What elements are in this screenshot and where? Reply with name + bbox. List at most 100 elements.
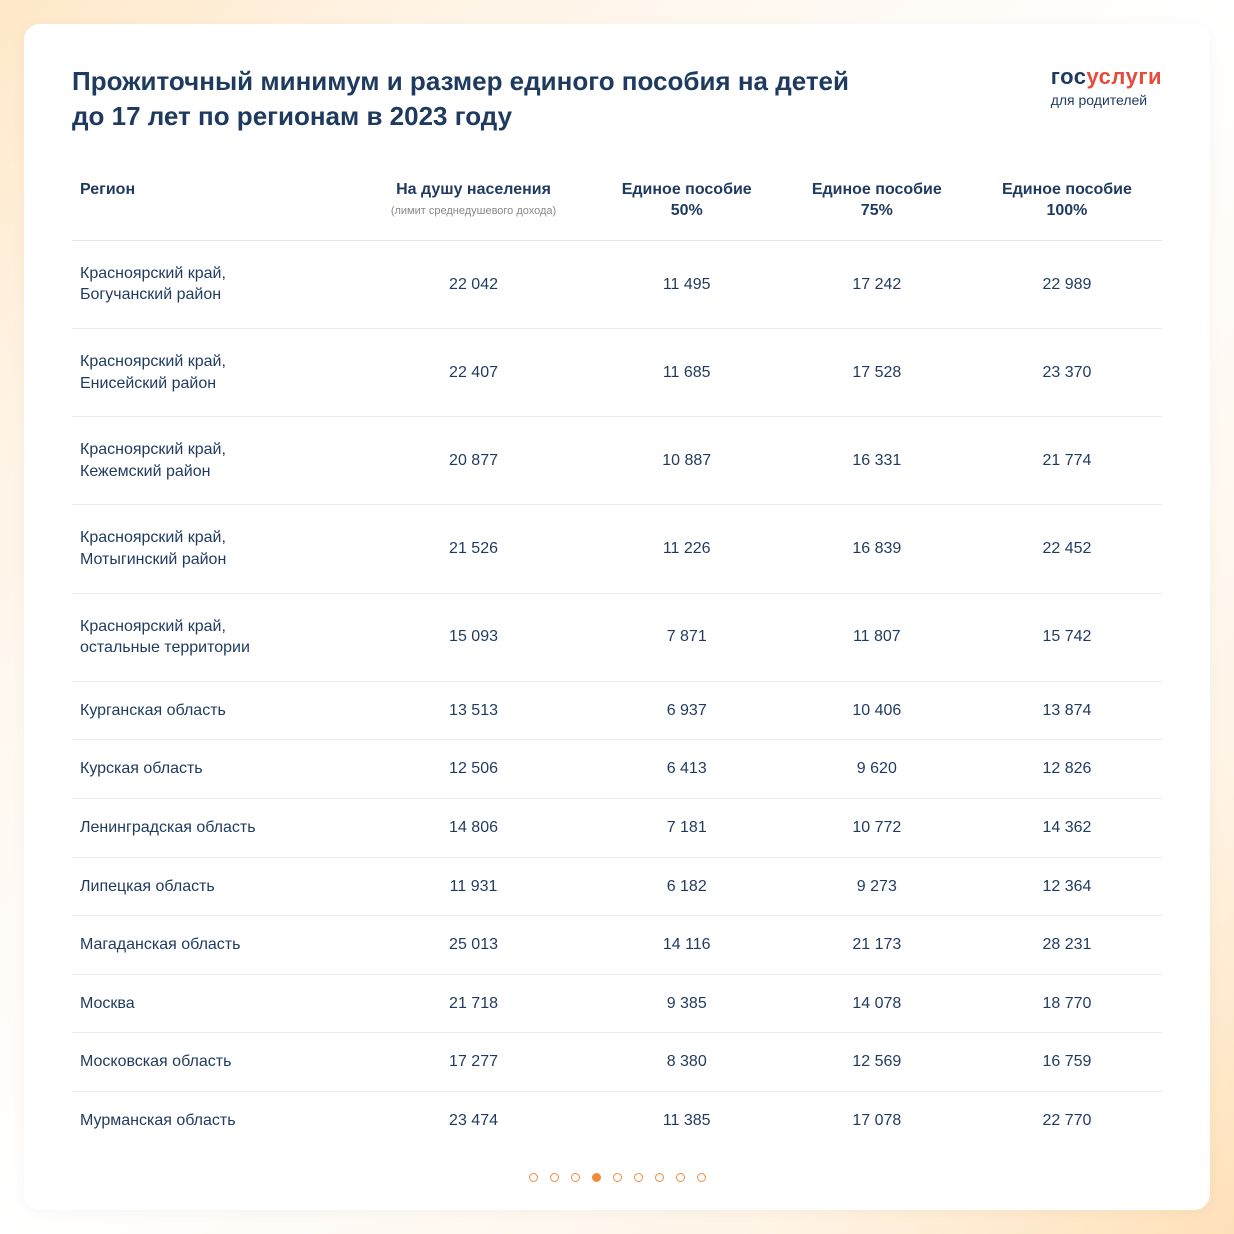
logo: госуслуги для родителей	[1051, 64, 1162, 108]
cell-value: 16 839	[782, 505, 972, 593]
pager-dot[interactable]	[613, 1173, 622, 1182]
cell-region: Москва	[72, 974, 355, 1033]
cell-value: 15 093	[355, 593, 591, 681]
cell-value: 13 513	[355, 681, 591, 740]
cell-value: 22 452	[972, 505, 1162, 593]
cell-region: Красноярский край,остальные территории	[72, 593, 355, 681]
cell-value: 17 242	[782, 240, 972, 328]
pager-dot[interactable]	[592, 1173, 601, 1182]
table-row: Красноярский край,Енисейский район22 407…	[72, 328, 1162, 416]
cell-value: 20 877	[355, 417, 591, 505]
table-body: Красноярский край,Богучанский район22 04…	[72, 240, 1162, 1149]
pager	[72, 1159, 1162, 1182]
pager-dot[interactable]	[697, 1173, 706, 1182]
cell-value: 17 277	[355, 1033, 591, 1092]
title-line-1: Прожиточный минимум и размер единого пос…	[72, 66, 849, 96]
cell-value: 7 871	[592, 593, 782, 681]
cell-value: 9 385	[592, 974, 782, 1033]
cell-value: 11 931	[355, 857, 591, 916]
column-header: Регион	[72, 166, 355, 240]
table-row: Мурманская область23 47411 38517 07822 7…	[72, 1091, 1162, 1149]
table-row: Красноярский край,Богучанский район22 04…	[72, 240, 1162, 328]
table-row: Москва21 7189 38514 07818 770	[72, 974, 1162, 1033]
table-row: Красноярский край,Мотыгинский район21 52…	[72, 505, 1162, 593]
column-header: Единое пособие50%	[592, 166, 782, 240]
benefits-table: РегионНа душу населения(лимит среднедуше…	[72, 166, 1162, 1149]
logo-part-1: гос	[1051, 64, 1087, 89]
cell-value: 15 742	[972, 593, 1162, 681]
cell-region: Курганская область	[72, 681, 355, 740]
cell-value: 16 331	[782, 417, 972, 505]
cell-region: Магаданская область	[72, 916, 355, 975]
cell-value: 6 182	[592, 857, 782, 916]
pager-dot[interactable]	[529, 1173, 538, 1182]
cell-region: Ленинградская область	[72, 798, 355, 857]
pager-dot[interactable]	[634, 1173, 643, 1182]
cell-value: 11 226	[592, 505, 782, 593]
cell-value: 14 078	[782, 974, 972, 1033]
table-container: РегионНа душу населения(лимит среднедуше…	[72, 166, 1162, 1159]
cell-value: 9 273	[782, 857, 972, 916]
cell-value: 17 078	[782, 1091, 972, 1149]
cell-value: 22 989	[972, 240, 1162, 328]
cell-value: 7 181	[592, 798, 782, 857]
cell-value: 12 826	[972, 740, 1162, 799]
column-header: Единое пособие75%	[782, 166, 972, 240]
logo-part-2: услуги	[1086, 64, 1162, 89]
cell-value: 8 380	[592, 1033, 782, 1092]
table-row: Курганская область13 5136 93710 40613 87…	[72, 681, 1162, 740]
table-row: Красноярский край,Кежемский район20 8771…	[72, 417, 1162, 505]
cell-value: 25 013	[355, 916, 591, 975]
cell-region: Красноярский край,Енисейский район	[72, 328, 355, 416]
page-title: Прожиточный минимум и размер единого пос…	[72, 64, 849, 134]
cell-value: 11 495	[592, 240, 782, 328]
table-row: Ленинградская область14 8067 18110 77214…	[72, 798, 1162, 857]
cell-value: 10 772	[782, 798, 972, 857]
cell-value: 12 364	[972, 857, 1162, 916]
card: Прожиточный минимум и размер единого пос…	[24, 24, 1210, 1210]
cell-region: Красноярский край,Мотыгинский район	[72, 505, 355, 593]
cell-value: 14 806	[355, 798, 591, 857]
header: Прожиточный минимум и размер единого пос…	[72, 64, 1162, 166]
cell-value: 17 528	[782, 328, 972, 416]
table-row: Липецкая область11 9316 1829 27312 364	[72, 857, 1162, 916]
cell-value: 11 685	[592, 328, 782, 416]
cell-value: 13 874	[972, 681, 1162, 740]
cell-value: 10 406	[782, 681, 972, 740]
cell-value: 11 807	[782, 593, 972, 681]
cell-value: 22 407	[355, 328, 591, 416]
logo-main: госуслуги	[1051, 64, 1162, 90]
column-header: На душу населения(лимит среднедушевого д…	[355, 166, 591, 240]
cell-region: Красноярский край,Кежемский район	[72, 417, 355, 505]
column-header: Единое пособие100%	[972, 166, 1162, 240]
cell-value: 22 042	[355, 240, 591, 328]
cell-value: 23 370	[972, 328, 1162, 416]
cell-value: 21 718	[355, 974, 591, 1033]
cell-value: 14 116	[592, 916, 782, 975]
cell-value: 22 770	[972, 1091, 1162, 1149]
cell-value: 16 759	[972, 1033, 1162, 1092]
logo-subtitle: для родителей	[1051, 92, 1162, 108]
cell-value: 10 887	[592, 417, 782, 505]
cell-value: 12 506	[355, 740, 591, 799]
table-row: Курская область12 5066 4139 62012 826	[72, 740, 1162, 799]
cell-region: Липецкая область	[72, 857, 355, 916]
pager-dot[interactable]	[676, 1173, 685, 1182]
cell-value: 21 774	[972, 417, 1162, 505]
cell-value: 23 474	[355, 1091, 591, 1149]
cell-region: Красноярский край,Богучанский район	[72, 240, 355, 328]
pager-dot[interactable]	[655, 1173, 664, 1182]
cell-value: 18 770	[972, 974, 1162, 1033]
table-row: Московская область17 2778 38012 56916 75…	[72, 1033, 1162, 1092]
cell-value: 12 569	[782, 1033, 972, 1092]
cell-region: Мурманская область	[72, 1091, 355, 1149]
cell-value: 21 526	[355, 505, 591, 593]
cell-value: 14 362	[972, 798, 1162, 857]
pager-dot[interactable]	[550, 1173, 559, 1182]
cell-value: 28 231	[972, 916, 1162, 975]
table-row: Магаданская область25 01314 11621 17328 …	[72, 916, 1162, 975]
pager-dot[interactable]	[571, 1173, 580, 1182]
table-row: Красноярский край,остальные территории15…	[72, 593, 1162, 681]
cell-value: 6 413	[592, 740, 782, 799]
cell-value: 21 173	[782, 916, 972, 975]
